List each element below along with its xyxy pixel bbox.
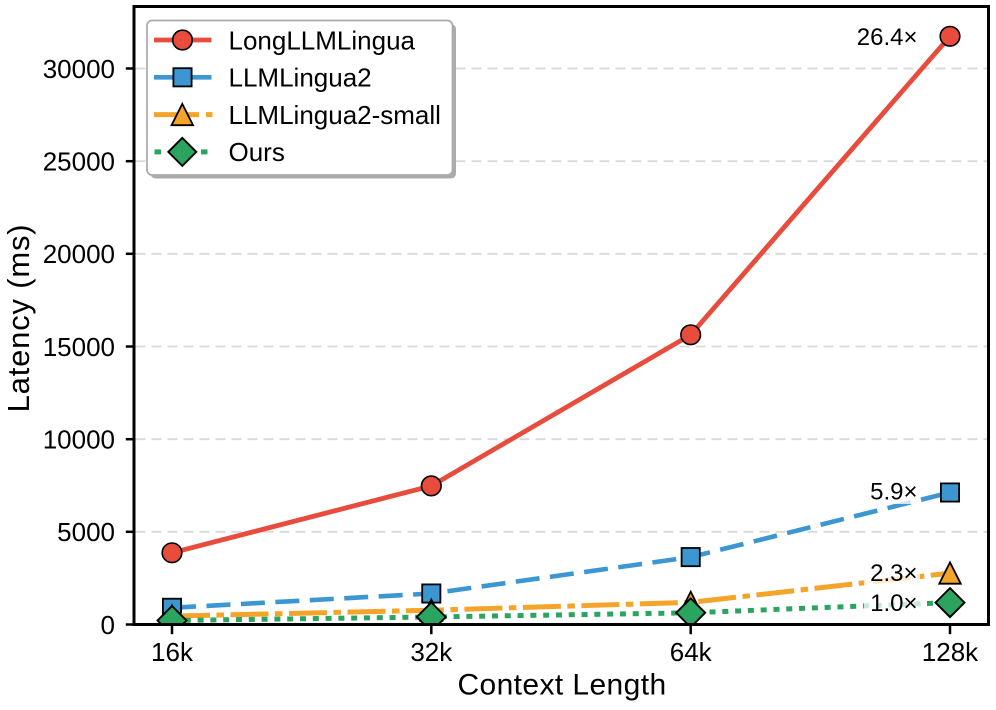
svg-text:0: 0 xyxy=(101,610,115,640)
svg-text:32k: 32k xyxy=(410,637,453,667)
svg-text:LLMLingua2-small: LLMLingua2-small xyxy=(229,100,441,130)
svg-text:26.4×: 26.4× xyxy=(857,24,918,51)
svg-text:Context Length: Context Length xyxy=(457,669,666,702)
svg-text:Ours: Ours xyxy=(229,137,285,167)
svg-text:LongLLMLingua: LongLLMLingua xyxy=(229,25,416,55)
svg-text:20000: 20000 xyxy=(43,239,115,269)
svg-text:128k: 128k xyxy=(922,637,979,667)
svg-text:15000: 15000 xyxy=(43,332,115,362)
svg-text:5000: 5000 xyxy=(57,517,115,547)
svg-text:10000: 10000 xyxy=(43,425,115,455)
svg-text:2.3×: 2.3× xyxy=(870,560,917,587)
svg-text:1.0×: 1.0× xyxy=(870,590,917,617)
svg-text:Latency (ms): Latency (ms) xyxy=(1,224,36,413)
svg-text:25000: 25000 xyxy=(43,147,115,177)
svg-text:16k: 16k xyxy=(151,637,194,667)
svg-text:30000: 30000 xyxy=(43,54,115,84)
svg-text:LLMLingua2: LLMLingua2 xyxy=(229,63,372,93)
svg-text:64k: 64k xyxy=(670,637,713,667)
svg-text:5.9×: 5.9× xyxy=(870,478,917,505)
